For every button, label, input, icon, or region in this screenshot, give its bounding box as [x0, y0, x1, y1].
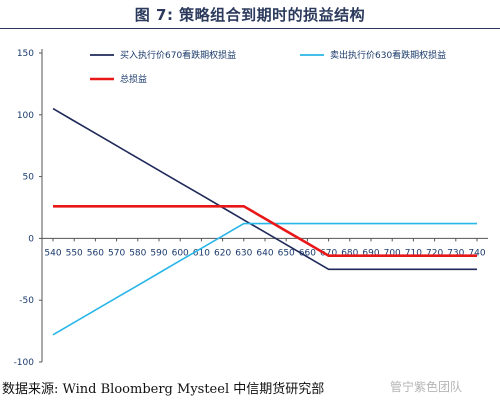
- title-rule: [0, 28, 500, 29]
- chart-title: 图 7: 策略组合到期时的损益结构: [134, 6, 366, 24]
- y-tick-label: -50: [19, 296, 34, 306]
- x-tick-label: 630: [235, 248, 252, 258]
- series-line-1: [52, 107, 477, 271]
- x-tick-label: 700: [384, 248, 401, 258]
- x-tick-label: 550: [66, 248, 83, 258]
- x-tick-label: 620: [214, 248, 231, 258]
- x-tick-label: 600: [172, 248, 189, 258]
- x-tick-label: 720: [426, 248, 443, 258]
- y-tick-label: 150: [17, 49, 34, 59]
- series-line-3: [53, 205, 477, 257]
- y-tick-label: 100: [17, 111, 34, 121]
- legend-label-1: 买入执行价670看跌期权损益: [120, 49, 236, 61]
- x-tick-label: 640: [256, 248, 273, 258]
- x-tick-label: 740: [468, 248, 485, 258]
- x-tick-label: 590: [150, 248, 167, 258]
- legend-label-2: 卖出执行价630看跌期权损益: [330, 49, 446, 61]
- x-tick-label: 670: [320, 248, 337, 258]
- watermark: 管宁紫色团队: [390, 380, 463, 394]
- x-tick-label: 560: [87, 248, 104, 258]
- y-tick-label: 50: [23, 173, 35, 183]
- x-tick-label: 610: [193, 248, 210, 258]
- data-source: 数据来源: Wind Bloomberg Mysteel 中信期货研究部: [2, 382, 325, 397]
- series-line-2: [52, 222, 477, 336]
- x-tick-label: 650: [278, 248, 295, 258]
- legend-label-3: 总损益: [120, 73, 147, 85]
- x-tick-label: 660: [299, 248, 316, 258]
- x-tick-label: 540: [44, 248, 61, 258]
- x-tick-label: 690: [362, 248, 379, 258]
- y-tick-label: -100: [14, 358, 35, 368]
- x-tick-label: 580: [129, 248, 146, 258]
- y-tick-label: 0: [28, 234, 34, 244]
- x-tick-label: 710: [405, 248, 422, 258]
- x-tick-label: 730: [447, 248, 464, 258]
- x-tick-label: 570: [108, 248, 125, 258]
- x-tick-label: 680: [341, 248, 358, 258]
